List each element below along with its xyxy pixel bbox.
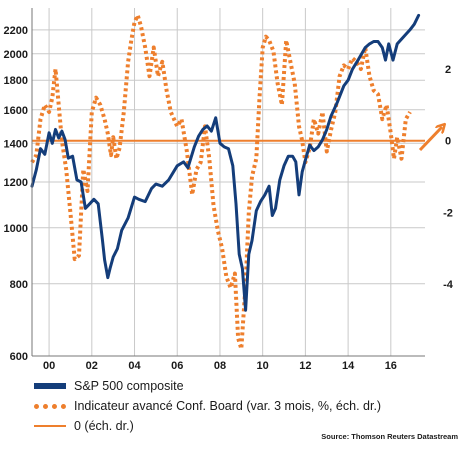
right-tick-label: 0 [445, 136, 451, 148]
tick-labels: 00 02 04 06 08 10 12 14 166008001000120014001600… [4, 25, 454, 372]
plot-frame [31, 8, 425, 357]
trend-arrow [418, 127, 442, 152]
indicator-series [30, 13, 412, 351]
legend-swatch-sp500 [34, 383, 66, 389]
x-tick-label: 10 [257, 360, 269, 372]
legend-label-sp500: S&P 500 composite [74, 379, 184, 393]
chart: 00 02 04 06 08 10 12 14 166008001000120014001600… [4, 8, 454, 372]
right-tick-label: 2 [445, 64, 451, 76]
legend-swatch-zero [34, 425, 66, 427]
left-tick-label: 800 [10, 279, 28, 291]
x-tick-label: 12 [299, 360, 311, 372]
left-tick-label: 1200 [4, 177, 28, 189]
right-tick-label: -2 [443, 207, 453, 219]
legend-label-zero: 0 (éch. dr.) [74, 419, 134, 433]
legend-item-sp500: S&P 500 composite [34, 378, 184, 394]
x-tick-label: 06 [171, 360, 183, 372]
x-tick-label: 02 [86, 360, 98, 372]
x-tick-label: 14 [342, 360, 355, 372]
legend-swatch-indicator [34, 403, 66, 409]
legend-label-indicator: Indicateur avancé Conf. Board (var. 3 mo… [74, 399, 382, 413]
x-tick-label: 04 [128, 360, 141, 372]
legend-item-zero: 0 (éch. dr.) [34, 418, 134, 434]
indicator-line [30, 13, 412, 351]
left-tick-label: 1400 [4, 138, 28, 150]
left-tick-label: 1000 [4, 223, 28, 235]
x-tick-label: 00 [43, 360, 55, 372]
left-tick-label: 2000 [4, 49, 28, 61]
left-tick-label: 1800 [4, 75, 28, 87]
x-tick-label: 16 [385, 360, 397, 372]
left-tick-label: 600 [10, 351, 28, 363]
x-tick-label: 08 [214, 360, 226, 372]
right-tick-label: -4 [443, 279, 454, 291]
sp500-series [30, 13, 421, 312]
legend-item-indicator: Indicateur avancé Conf. Board (var. 3 mo… [34, 398, 381, 414]
left-tick-label: 1600 [4, 105, 28, 117]
source-note: Source: Thomson Reuters Datastream [321, 432, 458, 441]
left-tick-label: 2200 [4, 25, 28, 37]
sp500-line [30, 13, 421, 312]
